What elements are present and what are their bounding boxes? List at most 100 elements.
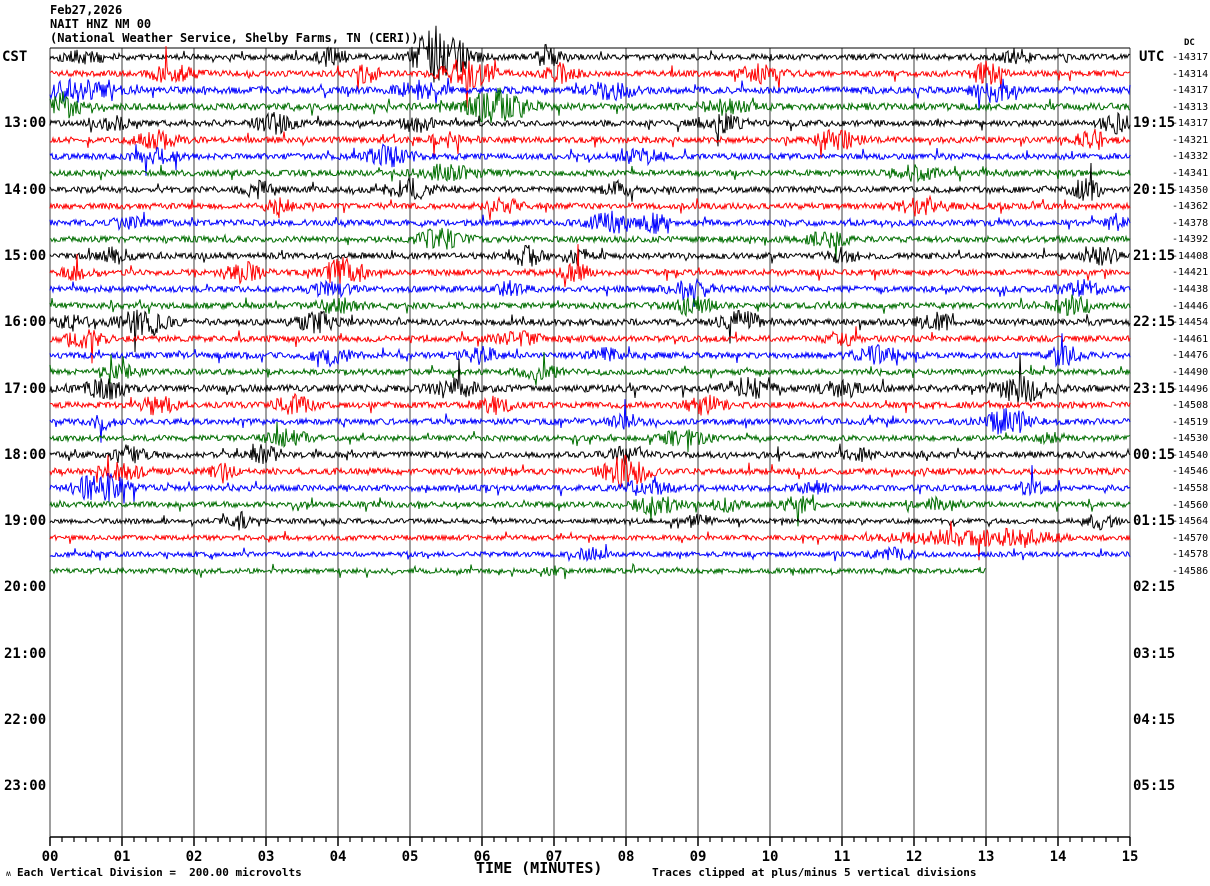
right-hour-label: 20:15 [1133, 181, 1176, 198]
seismogram-trace [49, 326, 1131, 364]
dc-offset-value: -14490 [1172, 366, 1209, 378]
timezone-right-label: UTC [1139, 49, 1165, 65]
left-hour-label: 20:00 [4, 579, 47, 596]
dc-column-header: DC [1184, 38, 1195, 48]
seismogram-trace [49, 244, 1131, 288]
x-tick-label: 15 [1121, 849, 1139, 865]
x-tick-label: 02 [185, 849, 203, 865]
left-hour-label: 14:00 [4, 181, 47, 198]
dc-offset-value: -14408 [1172, 250, 1209, 262]
dc-offset-value: -14421 [1172, 267, 1209, 279]
right-hour-label: 22:15 [1133, 314, 1176, 331]
seismogram-trace [49, 244, 1131, 267]
seismogram-trace [49, 162, 1131, 202]
x-tick-label: 00 [41, 849, 59, 865]
seismogram-trace [49, 454, 1131, 488]
dc-offset-value: -14332 [1172, 151, 1209, 163]
title-date: Feb27,2026 [50, 3, 123, 17]
dc-offset-value: -14519 [1172, 416, 1209, 428]
seismogram-trace [49, 227, 1131, 260]
seismogram-trace [49, 421, 1131, 453]
dc-offset-value: -14350 [1172, 184, 1209, 196]
seismogram-trace [49, 494, 1131, 527]
dc-offset-value: -14313 [1172, 101, 1209, 113]
seismogram-trace [49, 194, 1131, 221]
dc-offset-value: -14362 [1172, 201, 1209, 213]
waveform-mark-icon: ʍ [6, 869, 11, 878]
dc-offset-value: -14378 [1172, 217, 1209, 229]
dc-offset-value: -14454 [1172, 317, 1209, 329]
right-hour-label: 03:15 [1133, 645, 1176, 662]
clipping-note: Traces clipped at plus/minus 5 vertical … [652, 866, 977, 879]
right-hour-label: 21:15 [1133, 247, 1176, 264]
seismogram-trace [49, 562, 987, 580]
seismogram-trace [49, 210, 1131, 234]
seismogram-trace [49, 87, 1130, 124]
dc-offset-value: -14446 [1172, 300, 1209, 312]
dc-offset-value: -14578 [1172, 549, 1209, 561]
x-tick-label: 07 [545, 849, 563, 865]
x-tick-label: 12 [905, 849, 923, 865]
x-tick-label: 11 [833, 849, 851, 865]
dc-offset-value: -14564 [1172, 516, 1209, 528]
dc-offset-value: -14341 [1172, 168, 1209, 180]
left-hour-label: 17:00 [4, 380, 47, 397]
dc-offset-value: -14461 [1172, 333, 1209, 345]
left-hour-label: 16:00 [4, 314, 47, 331]
dc-offset-value: -14558 [1172, 482, 1209, 494]
dc-offset-value: -14560 [1172, 499, 1209, 511]
dc-offset-value: -14317 [1172, 118, 1209, 130]
right-hour-label: 05:15 [1133, 778, 1176, 795]
dc-offset-value: -14530 [1172, 433, 1209, 445]
dc-offset-value: -14570 [1172, 532, 1209, 544]
x-tick-label: 04 [329, 849, 347, 865]
left-hour-label: 18:00 [4, 446, 47, 463]
dc-offset-value: -14321 [1172, 134, 1209, 146]
seismogram-trace [49, 333, 1131, 368]
right-hour-label: 04:15 [1133, 712, 1176, 728]
x-tick-label: 08 [617, 849, 635, 865]
x-tick-label: 01 [113, 849, 131, 865]
dc-offset-value: -14392 [1172, 234, 1209, 246]
seismogram-trace [49, 77, 1131, 111]
dc-offset-value: -14586 [1172, 565, 1209, 577]
dc-offset-value: -14438 [1172, 284, 1209, 296]
title-description: (National Weather Service, Shelby Farms,… [50, 31, 419, 45]
x-tick-label: 10 [761, 849, 779, 865]
x-tick-label: 13 [977, 849, 995, 865]
seismogram-trace [49, 111, 1131, 147]
right-hour-label: 00:15 [1133, 446, 1176, 463]
left-hour-label: 15:00 [4, 247, 47, 264]
seismogram-trace [49, 294, 1131, 318]
dc-offset-value: -14317 [1172, 85, 1209, 97]
left-hour-label: 21:00 [4, 645, 47, 662]
dc-offset-value: -14314 [1172, 68, 1209, 80]
seismogram-trace [49, 354, 1130, 404]
timezone-left-label: CST [2, 49, 28, 65]
right-hour-label: 01:15 [1133, 513, 1176, 530]
seismogram-trace [49, 443, 1131, 465]
seismogram-trace [49, 143, 1131, 176]
seismogram-trace [49, 128, 1131, 159]
seismogram-trace [49, 399, 1131, 443]
seismogram-trace [49, 465, 1131, 504]
right-hour-label: 19:15 [1133, 115, 1176, 132]
left-hour-label: 22:00 [4, 712, 47, 728]
left-hour-label: 19:00 [4, 513, 47, 530]
seismogram-trace [49, 520, 1131, 561]
seismogram-trace [49, 46, 1131, 108]
x-tick-label: 06 [473, 849, 491, 865]
seismogram-trace [49, 392, 1131, 416]
seismogram-trace [49, 544, 1131, 563]
seismogram-trace [49, 510, 1131, 531]
left-hour-label: 23:00 [4, 778, 47, 795]
x-tick-label: 05 [401, 849, 419, 865]
x-tick-label: 09 [689, 849, 707, 865]
x-tick-label: 03 [257, 849, 275, 865]
seismogram-trace [49, 351, 1131, 386]
vertical-division-note: Each Vertical Division = 200.00 microvol… [17, 866, 302, 879]
left-hour-label: 13:00 [4, 115, 47, 132]
right-hour-label: 02:15 [1133, 579, 1176, 596]
